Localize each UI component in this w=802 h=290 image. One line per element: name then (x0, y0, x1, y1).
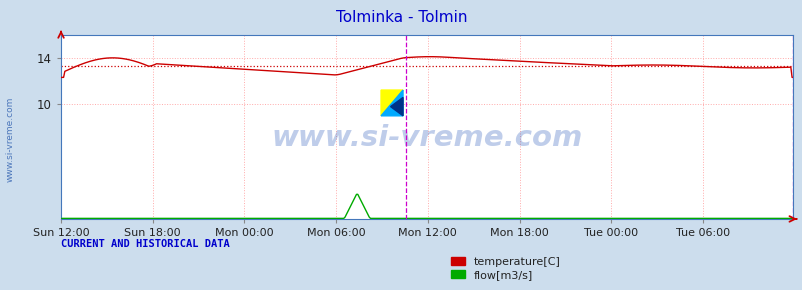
Polygon shape (390, 97, 403, 116)
Legend: temperature[C], flow[m3/s]: temperature[C], flow[m3/s] (447, 252, 564, 284)
Text: www.si-vreme.com: www.si-vreme.com (271, 124, 582, 152)
Polygon shape (381, 90, 403, 116)
Text: CURRENT AND HISTORICAL DATA: CURRENT AND HISTORICAL DATA (61, 239, 229, 249)
Polygon shape (381, 90, 403, 116)
Text: www.si-vreme.com: www.si-vreme.com (5, 97, 14, 182)
Text: Tolminka - Tolmin: Tolminka - Tolmin (335, 10, 467, 25)
